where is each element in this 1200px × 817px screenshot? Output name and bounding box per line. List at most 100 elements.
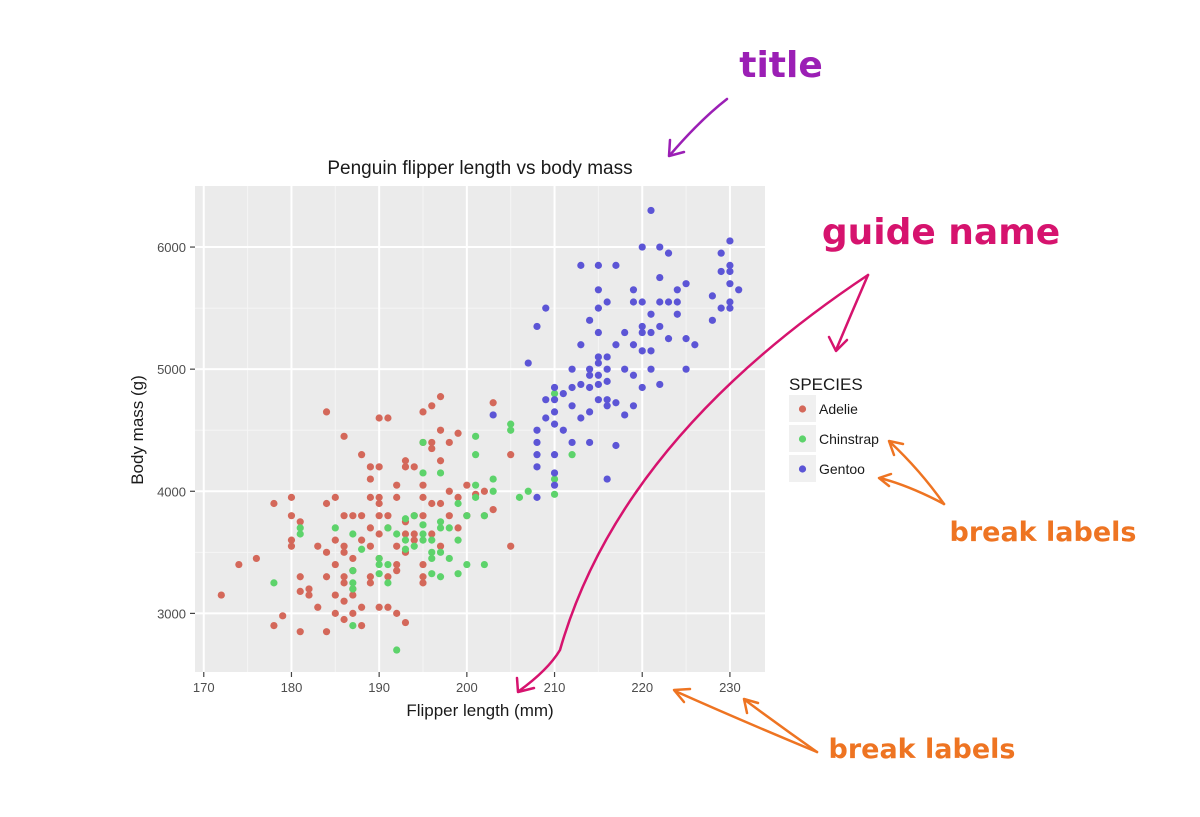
data-point-adelie — [358, 536, 366, 544]
data-point-adelie — [480, 487, 488, 495]
data-point-gentoo — [594, 371, 602, 379]
annotation-break-legend-arrow-2 — [878, 476, 946, 506]
data-point-gentoo — [594, 286, 602, 294]
data-point-chinstrap — [515, 493, 524, 501]
data-point-adelie — [287, 493, 296, 501]
data-point-adelie — [287, 536, 296, 544]
data-point-gentoo — [621, 328, 629, 337]
data-point-chinstrap — [349, 567, 357, 575]
data-point-chinstrap — [436, 548, 445, 556]
annotation-guide-arrowhead-axis — [515, 676, 536, 694]
data-point-chinstrap — [445, 554, 453, 563]
data-point-gentoo — [568, 402, 576, 410]
data-point-adelie — [489, 505, 497, 514]
data-point-gentoo — [629, 371, 638, 379]
data-point-gentoo — [717, 267, 725, 276]
annotation-break-labels-axis: break labels — [672, 687, 1015, 765]
data-point-gentoo — [524, 359, 532, 367]
annotation-guide-arrow-axis — [517, 273, 870, 693]
data-point-gentoo — [629, 286, 638, 294]
data-point-chinstrap — [454, 536, 462, 544]
data-point-gentoo — [726, 267, 734, 276]
annotation-break-legend-arrowhead-1 — [887, 439, 905, 457]
data-point-gentoo — [629, 402, 638, 410]
data-point-gentoo — [656, 298, 664, 306]
data-point-gentoo — [568, 365, 576, 373]
annotation-break-axis-arrow-1 — [673, 689, 819, 754]
data-point-adelie — [419, 512, 427, 520]
data-point-adelie — [375, 499, 383, 508]
data-point-gentoo — [621, 365, 629, 373]
data-point-gentoo — [638, 347, 646, 355]
data-point-chinstrap — [472, 432, 480, 440]
data-point-gentoo — [594, 396, 602, 404]
y-tick-label: 6000 — [157, 240, 186, 255]
annotation-break-legend-arrow-1 — [888, 440, 946, 506]
annotation-guide-name: guide name — [515, 212, 1060, 694]
data-point-chinstrap — [454, 570, 462, 578]
data-point-gentoo — [664, 249, 673, 257]
data-point-chinstrap — [419, 469, 427, 477]
data-point-adelie — [305, 585, 313, 593]
data-point-chinstrap — [349, 530, 357, 538]
scatter-points — [217, 206, 743, 654]
data-point-adelie — [384, 573, 392, 581]
data-point-chinstrap — [349, 621, 357, 630]
data-point-gentoo — [726, 280, 734, 288]
data-point-adelie — [375, 530, 383, 538]
data-point-gentoo — [533, 493, 541, 501]
data-point-adelie — [445, 438, 453, 447]
annotation-title-arrowhead — [667, 138, 686, 158]
data-point-adelie — [358, 603, 366, 611]
data-point-adelie — [428, 444, 436, 453]
data-point-adelie — [287, 542, 296, 550]
data-point-adelie — [401, 463, 410, 471]
data-point-chinstrap — [428, 554, 436, 563]
data-point-gentoo — [559, 426, 567, 434]
data-point-adelie — [463, 481, 471, 489]
data-point-gentoo — [550, 383, 559, 392]
data-point-gentoo — [673, 286, 681, 294]
data-point-gentoo — [594, 304, 602, 312]
data-point-gentoo — [717, 304, 725, 312]
data-point-adelie — [401, 457, 410, 465]
data-point-adelie — [393, 609, 401, 617]
plot-panel — [195, 186, 765, 672]
data-point-gentoo — [638, 328, 646, 337]
data-point-gentoo — [586, 371, 594, 379]
data-point-adelie — [428, 499, 436, 508]
data-point-gentoo — [586, 383, 594, 392]
annotation-break-legend-arrowhead-2 — [877, 472, 893, 488]
data-point-chinstrap — [375, 554, 383, 563]
data-point-chinstrap — [550, 389, 559, 398]
data-point-gentoo — [656, 273, 664, 282]
data-point-adelie — [375, 463, 383, 471]
data-point-chinstrap — [419, 530, 427, 538]
data-point-chinstrap — [436, 518, 445, 526]
data-point-gentoo — [656, 380, 664, 389]
data-point-adelie — [279, 612, 287, 620]
data-point-gentoo — [656, 243, 664, 251]
data-point-adelie — [270, 621, 278, 630]
data-point-chinstrap — [524, 487, 532, 495]
x-tick-label: 210 — [544, 680, 566, 695]
data-point-gentoo — [533, 322, 541, 331]
data-point-chinstrap — [480, 512, 488, 520]
data-point-adelie — [384, 512, 392, 520]
y-tick-label: 5000 — [157, 362, 186, 377]
data-point-adelie — [270, 499, 278, 508]
data-point-adelie — [340, 579, 348, 587]
data-point-chinstrap — [375, 560, 383, 569]
data-point-gentoo — [550, 469, 559, 477]
data-point-adelie — [287, 512, 296, 520]
data-point-gentoo — [550, 481, 559, 489]
data-point-gentoo — [550, 420, 559, 428]
data-point-adelie — [331, 493, 339, 501]
data-point-adelie — [384, 603, 392, 611]
data-point-gentoo — [603, 365, 611, 373]
data-point-gentoo — [550, 396, 559, 404]
data-point-gentoo — [708, 316, 716, 324]
legend: SPECIES Adelie Chinstrap Gentoo — [789, 375, 879, 482]
data-point-adelie — [454, 429, 462, 437]
